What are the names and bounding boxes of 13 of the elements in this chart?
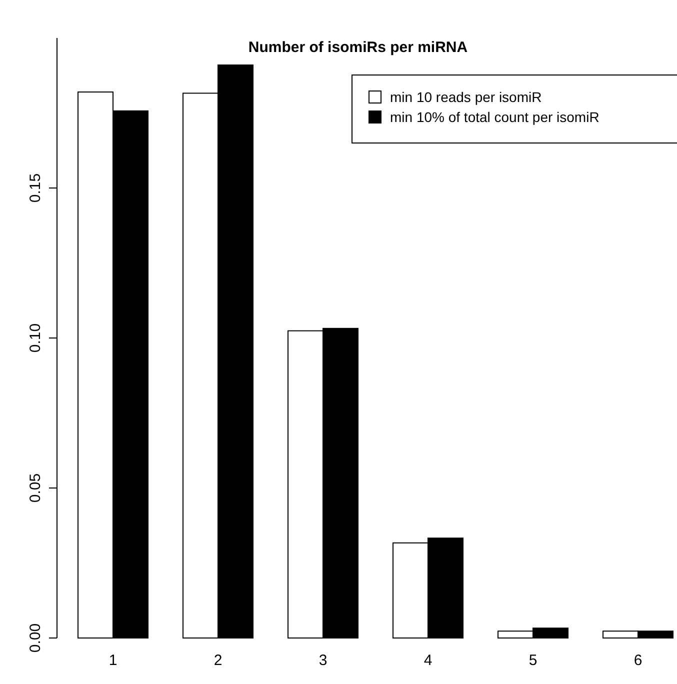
x-tick-label: 4 (424, 652, 432, 669)
legend-label: min 10 reads per isomiR (390, 89, 542, 105)
chart-title: Number of isomiRs per miRNA (248, 39, 468, 56)
y-tick-label: 0.00 (27, 623, 44, 653)
x-tick-label: 3 (318, 652, 328, 669)
x-tick-label: 6 (634, 652, 642, 669)
x-tick-label: 5 (528, 652, 538, 669)
x-tick-label: 2 (214, 652, 222, 669)
y-tick-label: 0.05 (27, 473, 44, 503)
x-tick-label: 1 (108, 652, 118, 669)
y-tick-label: 0.10 (27, 323, 44, 353)
y-tick-label: 0.15 (27, 173, 44, 203)
legend-label: min 10% of total count per isomiR (390, 109, 600, 125)
